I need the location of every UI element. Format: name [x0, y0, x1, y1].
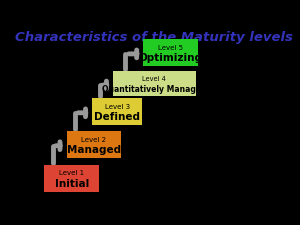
Text: Level 1: Level 1 — [59, 170, 84, 176]
Text: Defined: Defined — [94, 112, 140, 122]
FancyBboxPatch shape — [92, 98, 142, 125]
Text: Level 5: Level 5 — [158, 45, 183, 51]
FancyBboxPatch shape — [143, 39, 198, 66]
Text: Optimizing: Optimizing — [139, 54, 202, 63]
Text: Level 2: Level 2 — [81, 137, 106, 143]
FancyBboxPatch shape — [44, 165, 99, 192]
Text: Initial: Initial — [55, 179, 89, 189]
Text: Managed: Managed — [67, 145, 121, 155]
Text: Characteristics of the Maturity levels: Characteristics of the Maturity levels — [15, 31, 293, 44]
FancyBboxPatch shape — [67, 131, 121, 158]
FancyBboxPatch shape — [113, 71, 196, 96]
Text: Level 4: Level 4 — [142, 76, 166, 82]
Text: Quantitatively Managed: Quantitatively Managed — [102, 85, 207, 94]
Text: Level 3: Level 3 — [105, 104, 130, 110]
